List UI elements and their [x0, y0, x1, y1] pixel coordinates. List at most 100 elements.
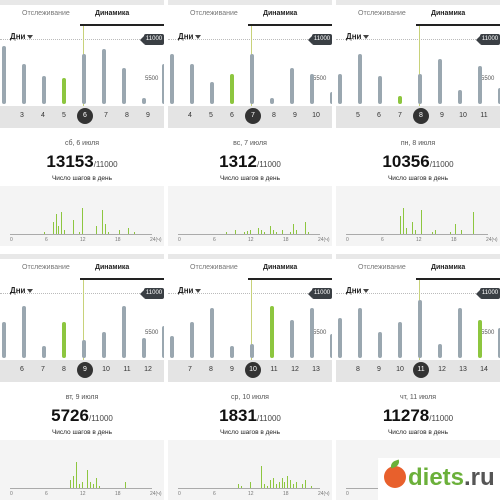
day-label[interactable]: 7: [104, 112, 108, 119]
day-bar[interactable]: [250, 54, 254, 104]
day-label[interactable]: 8: [272, 112, 276, 119]
tab-dynamics[interactable]: Динамика: [431, 264, 466, 271]
day-label[interactable]: 8: [125, 112, 129, 119]
selected-day[interactable]: 10: [245, 362, 261, 378]
day-label[interactable]: 10: [102, 366, 110, 373]
day-label[interactable]: 8: [62, 366, 66, 373]
day-label[interactable]: 9: [440, 112, 444, 119]
day-bar[interactable]: [458, 90, 462, 104]
day-label[interactable]: 6: [230, 112, 234, 119]
day-label[interactable]: 10: [459, 112, 467, 119]
period-dropdown[interactable]: Дни: [10, 32, 26, 41]
tab-tracking[interactable]: Отслеживание: [358, 264, 406, 271]
day-bar[interactable]: [2, 46, 6, 104]
day-bar[interactable]: [170, 336, 174, 358]
day-label[interactable]: 7: [398, 112, 402, 119]
tab-dynamics[interactable]: Динамика: [431, 10, 466, 17]
tab-tracking[interactable]: Отслеживание: [22, 264, 70, 271]
day-label[interactable]: 13: [459, 366, 467, 373]
day-bar[interactable]: [418, 300, 422, 358]
day-label[interactable]: 12: [291, 366, 299, 373]
day-bar[interactable]: [190, 322, 194, 358]
period-dropdown[interactable]: Дни: [10, 286, 26, 295]
chevron-down-icon[interactable]: [363, 289, 369, 293]
day-bar[interactable]: [102, 49, 106, 104]
day-bar[interactable]: [398, 96, 402, 104]
day-label[interactable]: 6: [20, 366, 24, 373]
day-bar[interactable]: [62, 322, 66, 358]
day-label[interactable]: 7: [188, 366, 192, 373]
day-label[interactable]: 5: [62, 112, 66, 119]
day-label[interactable]: 9: [293, 112, 297, 119]
day-bar[interactable]: [62, 78, 66, 104]
day-bar[interactable]: [478, 66, 482, 104]
day-bar[interactable]: [250, 344, 254, 358]
selected-day[interactable]: 7: [245, 108, 261, 124]
day-bar[interactable]: [2, 322, 6, 358]
day-bar[interactable]: [102, 332, 106, 358]
day-label[interactable]: 3: [20, 112, 24, 119]
period-dropdown[interactable]: Дни: [346, 286, 362, 295]
day-bar[interactable]: [498, 88, 500, 104]
day-bar[interactable]: [162, 326, 164, 358]
day-bar[interactable]: [162, 64, 164, 104]
day-bar[interactable]: [398, 322, 402, 358]
day-label[interactable]: 4: [41, 112, 45, 119]
day-bar[interactable]: [210, 308, 214, 358]
chevron-down-icon[interactable]: [27, 35, 33, 39]
day-bar[interactable]: [230, 346, 234, 358]
day-label[interactable]: 5: [356, 112, 360, 119]
tab-tracking[interactable]: Отслеживание: [358, 10, 406, 17]
day-bar[interactable]: [358, 54, 362, 104]
day-bar[interactable]: [330, 92, 332, 104]
day-label[interactable]: 13: [312, 366, 320, 373]
day-bar[interactable]: [22, 306, 26, 358]
day-bar[interactable]: [290, 68, 294, 104]
period-dropdown[interactable]: Дни: [178, 286, 194, 295]
selected-day[interactable]: 6: [77, 108, 93, 124]
tab-tracking[interactable]: Отслеживание: [190, 10, 238, 17]
day-label[interactable]: 5: [209, 112, 213, 119]
period-dropdown[interactable]: Дни: [346, 32, 362, 41]
day-label[interactable]: 10: [396, 366, 404, 373]
chevron-down-icon[interactable]: [363, 35, 369, 39]
period-dropdown[interactable]: Дни: [178, 32, 194, 41]
day-bar[interactable]: [438, 344, 442, 358]
day-label[interactable]: 9: [230, 366, 234, 373]
day-bar[interactable]: [358, 308, 362, 358]
chevron-down-icon[interactable]: [195, 289, 201, 293]
chevron-down-icon[interactable]: [195, 35, 201, 39]
day-bar[interactable]: [338, 74, 342, 104]
tab-dynamics[interactable]: Динамика: [95, 264, 130, 271]
day-bar[interactable]: [122, 306, 126, 358]
day-bar[interactable]: [458, 308, 462, 358]
day-label[interactable]: 10: [312, 112, 320, 119]
day-bar[interactable]: [42, 346, 46, 358]
day-label[interactable]: 11: [270, 366, 278, 373]
day-bar[interactable]: [22, 64, 26, 104]
day-bar[interactable]: [122, 68, 126, 104]
day-bar[interactable]: [82, 54, 86, 104]
day-label[interactable]: 9: [377, 366, 381, 373]
day-bar[interactable]: [418, 74, 422, 104]
selected-day[interactable]: 9: [77, 362, 93, 378]
day-bar[interactable]: [498, 328, 500, 358]
tab-tracking[interactable]: Отслеживание: [190, 264, 238, 271]
tab-dynamics[interactable]: Динамика: [263, 264, 298, 271]
day-label[interactable]: 11: [480, 112, 488, 119]
day-label[interactable]: 6: [377, 112, 381, 119]
day-label[interactable]: 14: [480, 366, 488, 373]
day-label[interactable]: 7: [41, 366, 45, 373]
day-bar[interactable]: [230, 74, 234, 104]
day-bar[interactable]: [210, 82, 214, 104]
chevron-down-icon[interactable]: [27, 289, 33, 293]
day-label[interactable]: 11: [123, 366, 131, 373]
day-label[interactable]: 4: [188, 112, 192, 119]
day-bar[interactable]: [142, 338, 146, 358]
day-bar[interactable]: [478, 320, 482, 358]
day-bar[interactable]: [170, 54, 174, 104]
selected-day[interactable]: 11: [413, 362, 429, 378]
day-bar[interactable]: [330, 334, 332, 358]
day-bar[interactable]: [378, 332, 382, 358]
day-label[interactable]: 8: [209, 366, 213, 373]
